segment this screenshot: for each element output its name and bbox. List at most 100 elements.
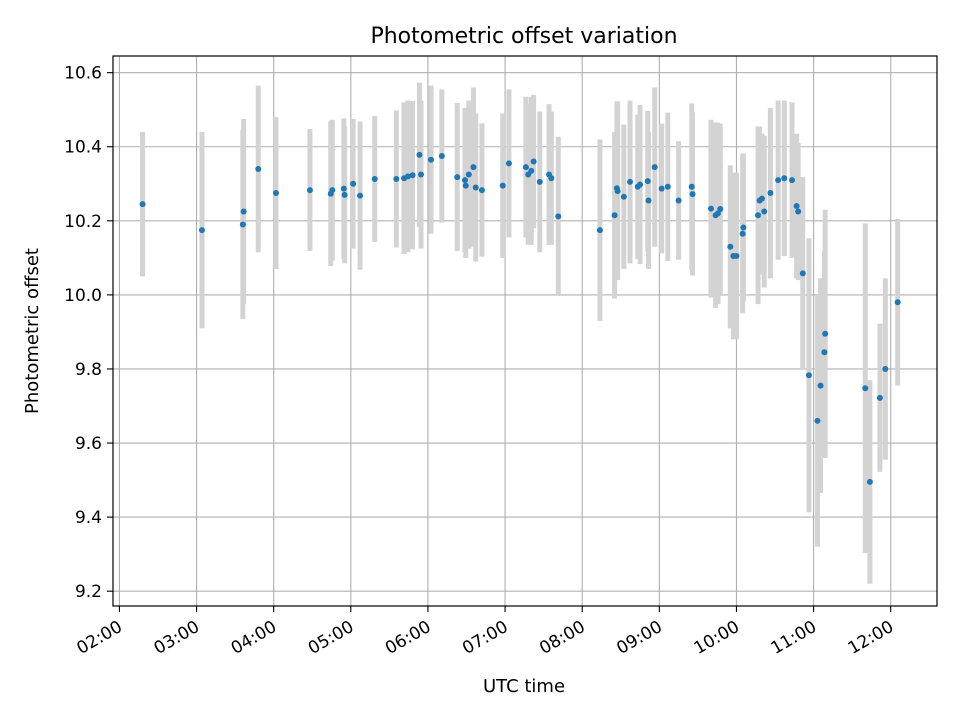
x-tick-label: 02:00 xyxy=(73,617,125,659)
data-point xyxy=(341,191,348,198)
data-point xyxy=(404,173,411,180)
x-tick-label: 12:00 xyxy=(845,617,897,659)
data-point xyxy=(465,171,472,178)
data-point xyxy=(548,175,555,182)
data-point xyxy=(255,165,262,172)
data-point xyxy=(239,221,246,228)
y-tick-label: 10.6 xyxy=(64,64,102,84)
data-point xyxy=(894,299,901,306)
chart-title: Photometric offset variation xyxy=(370,24,677,49)
x-tick-label: 11:00 xyxy=(768,617,820,659)
data-point xyxy=(240,208,247,215)
data-point xyxy=(675,197,682,204)
x-tick-label: 10:00 xyxy=(691,617,743,659)
y-tick-label: 10.4 xyxy=(64,138,102,158)
data-point xyxy=(472,184,479,191)
data-point xyxy=(739,230,746,237)
data-point xyxy=(528,167,535,174)
data-point xyxy=(329,187,336,194)
data-point xyxy=(664,183,671,190)
plot-area-frame xyxy=(112,55,938,607)
data-point xyxy=(755,212,762,219)
data-point xyxy=(273,190,280,197)
x-tick-label: 09:00 xyxy=(613,617,665,659)
data-point xyxy=(717,205,724,212)
data-point xyxy=(409,172,416,179)
data-point xyxy=(198,227,205,234)
data-point xyxy=(371,175,378,182)
data-point xyxy=(658,185,665,192)
data-point xyxy=(499,182,506,189)
error-bars xyxy=(140,82,901,584)
data-point xyxy=(505,160,512,167)
y-tick-label: 9.4 xyxy=(75,508,102,528)
y-tick-label: 9.8 xyxy=(75,360,102,380)
data-point xyxy=(767,190,774,197)
data-point xyxy=(536,178,543,185)
data-point xyxy=(817,382,824,389)
data-point xyxy=(611,212,618,219)
data-point xyxy=(805,372,812,379)
data-point xyxy=(795,208,802,215)
data-point xyxy=(708,205,715,212)
data-point xyxy=(714,210,721,217)
y-tick-label: 10.0 xyxy=(64,286,102,306)
data-point xyxy=(644,178,651,185)
y-tick-label: 9.6 xyxy=(75,434,102,454)
data-point xyxy=(740,224,747,231)
data-point xyxy=(799,270,806,277)
data-point xyxy=(393,175,400,182)
data-point xyxy=(461,177,468,184)
data-point xyxy=(340,185,347,192)
data-point xyxy=(727,243,734,250)
data-point xyxy=(758,195,765,202)
y-axis-label: Photometric offset xyxy=(22,248,43,414)
data-point xyxy=(788,177,795,184)
data-point xyxy=(733,253,740,259)
data-points xyxy=(139,151,901,485)
data-point xyxy=(357,192,364,199)
data-point xyxy=(438,153,445,159)
x-tick-label: 05:00 xyxy=(305,617,357,659)
x-tick-label: 06:00 xyxy=(382,617,434,659)
x-tick-label: 07:00 xyxy=(459,617,511,659)
data-point xyxy=(620,193,627,200)
x-tick-label: 08:00 xyxy=(536,617,588,659)
data-point xyxy=(645,197,652,204)
data-point xyxy=(462,182,469,189)
data-point xyxy=(814,417,821,424)
data-point xyxy=(416,151,423,158)
x-tick-label: 03:00 xyxy=(151,617,203,659)
data-point xyxy=(555,213,562,220)
x-axis-label: UTC time xyxy=(483,676,565,697)
data-point xyxy=(876,394,883,401)
data-point xyxy=(866,478,873,485)
data-point xyxy=(781,175,788,182)
data-point xyxy=(428,156,435,163)
y-tick-label: 9.2 xyxy=(75,582,102,602)
y-tick-label: 10.2 xyxy=(64,212,102,232)
data-point xyxy=(306,187,313,194)
data-point xyxy=(793,203,800,209)
data-point xyxy=(614,188,621,195)
data-point xyxy=(470,164,477,171)
x-tick-label: 04:00 xyxy=(228,617,280,659)
data-point xyxy=(350,180,357,187)
data-point xyxy=(418,171,425,178)
data-point xyxy=(596,227,603,234)
data-point xyxy=(862,385,869,392)
data-point xyxy=(822,330,829,337)
data-point xyxy=(530,158,537,165)
data-point xyxy=(139,201,146,208)
data-point xyxy=(689,191,696,198)
data-point xyxy=(522,164,529,171)
data-point xyxy=(688,183,695,190)
data-point xyxy=(651,164,658,171)
data-point xyxy=(761,208,768,215)
data-point xyxy=(478,187,485,194)
data-point xyxy=(454,174,461,181)
data-point xyxy=(775,177,782,184)
data-point xyxy=(821,349,828,356)
data-point xyxy=(882,365,889,372)
